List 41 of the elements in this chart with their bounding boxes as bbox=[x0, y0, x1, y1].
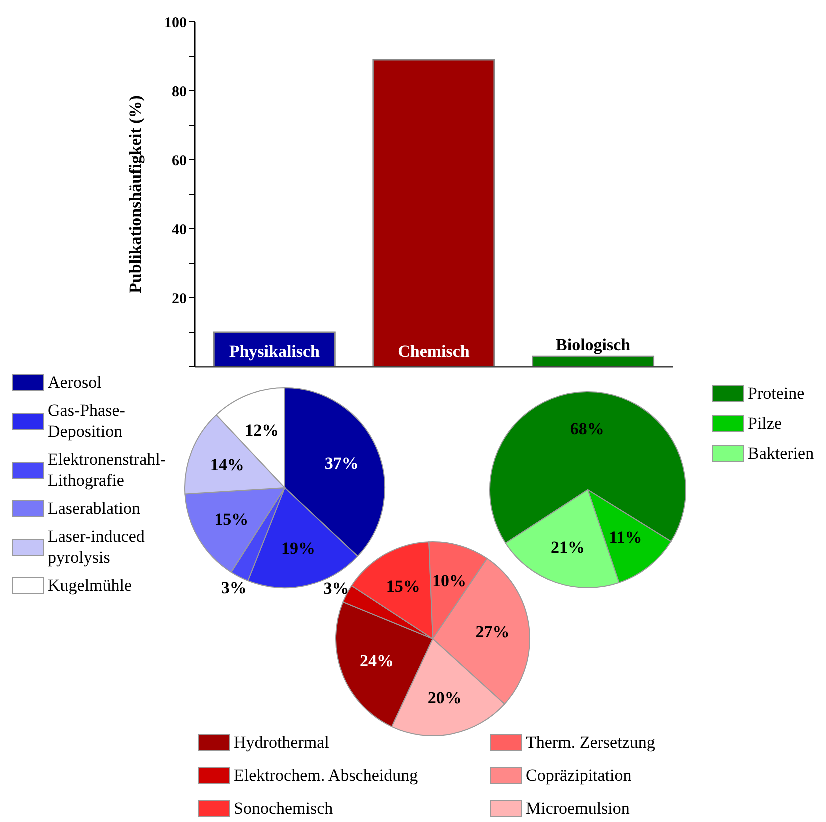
x-tick-label: Chemisch bbox=[398, 342, 470, 361]
x-tick-label: Biologisch bbox=[556, 336, 632, 355]
data-label: 21% bbox=[551, 538, 586, 557]
data-label: 68% bbox=[570, 420, 604, 439]
legend-label: Laserablation bbox=[48, 498, 141, 519]
bar bbox=[372, 59, 496, 367]
data-label: 27% bbox=[476, 622, 510, 642]
data-label: 37% bbox=[324, 454, 359, 473]
data-label: 11% bbox=[609, 528, 642, 548]
legend-label: Kugelmühle bbox=[48, 575, 132, 596]
data-label: 24% bbox=[360, 651, 394, 670]
data-label: 12% bbox=[245, 420, 280, 440]
y-tick-label: 100 bbox=[164, 15, 187, 32]
y-tick-label: 80 bbox=[172, 84, 187, 100]
legend-label: Hydrothermal bbox=[234, 732, 330, 753]
legend-label: Sonochemisch bbox=[234, 798, 334, 819]
data-label: 10% bbox=[432, 572, 466, 591]
y-axis-title: Publikationshäufigkeit (%) bbox=[126, 96, 146, 294]
bar bbox=[532, 356, 655, 367]
data-label: 15% bbox=[386, 577, 420, 596]
data-label: 19% bbox=[282, 539, 316, 558]
legend-label: Proteine bbox=[748, 383, 805, 404]
x-tick-label: Physikalisch bbox=[229, 342, 321, 361]
legend-label: Therm. Zersetzung bbox=[526, 732, 656, 753]
data-label: 3% bbox=[324, 578, 350, 598]
legend-label: Gas-Phase-Deposition bbox=[48, 400, 126, 442]
y-tick-label: 20 bbox=[172, 291, 187, 308]
y-tick-label: 60 bbox=[172, 153, 187, 170]
data-label: 20% bbox=[428, 688, 462, 708]
y-tick-label: 40 bbox=[172, 222, 187, 238]
legend-label: Aerosol bbox=[48, 372, 102, 393]
data-label: 15% bbox=[214, 510, 249, 530]
legend-label: Elektrochem. Abscheidung bbox=[234, 765, 418, 786]
legend-label: Pilze bbox=[748, 413, 782, 434]
legend-label: Elektronenstrahl-Lithografie bbox=[48, 449, 166, 491]
legend-label: Laser-induced pyrolysis bbox=[48, 526, 146, 568]
legend-label: Bakterien bbox=[748, 443, 814, 464]
data-label: 3% bbox=[221, 578, 247, 598]
legend-label: Copräzipitation bbox=[526, 765, 632, 786]
data-label: 14% bbox=[210, 456, 244, 475]
legend-label: Microemulsion bbox=[526, 798, 630, 819]
